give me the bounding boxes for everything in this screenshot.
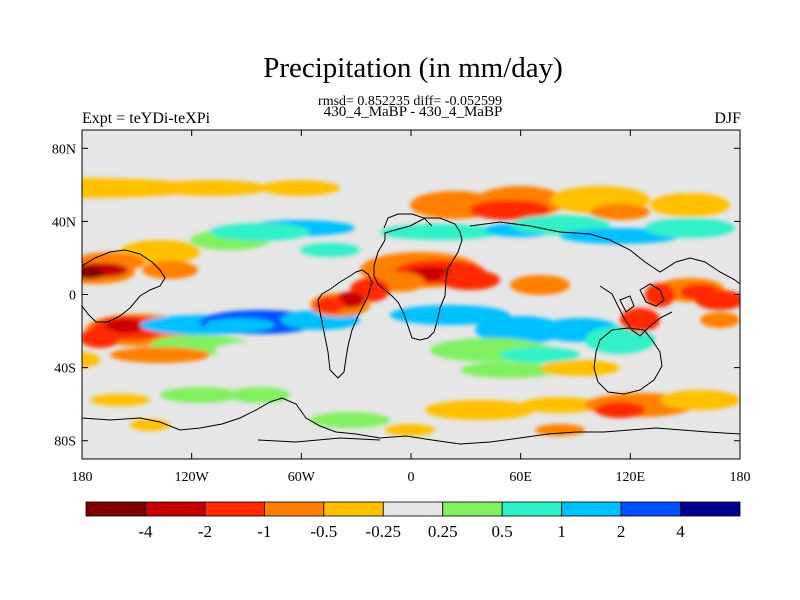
precip-anomaly-patch xyxy=(82,328,120,348)
precip-anomaly-patch xyxy=(210,223,310,241)
y-tick-label: 80N xyxy=(52,142,76,157)
precipitation-field xyxy=(82,178,740,436)
precip-anomaly-patch xyxy=(700,312,740,328)
precip-anomaly-patch xyxy=(315,297,345,313)
precip-anomaly-patch xyxy=(650,193,730,217)
precip-anomaly-patch xyxy=(475,316,565,344)
x-tick-label: 60W xyxy=(288,470,316,485)
coastline-north-america xyxy=(82,249,166,323)
colorbar-label: 2 xyxy=(617,522,626,541)
precip-anomaly-patch xyxy=(82,267,104,279)
y-tick-label: 0 xyxy=(69,289,76,304)
precip-anomaly-patch xyxy=(440,270,500,290)
colorbar-label: -0.5 xyxy=(310,522,337,541)
precip-anomaly-patch xyxy=(425,400,535,420)
coastline-south-america xyxy=(317,269,373,379)
season-label: DJF xyxy=(714,110,741,127)
colorbar-label: -2 xyxy=(198,522,212,541)
y-tick-label: 80S xyxy=(54,435,76,450)
precip-anomaly-patch xyxy=(310,412,390,428)
x-tick-label: 60E xyxy=(509,470,532,485)
colorbar-swatch xyxy=(323,501,384,517)
precip-anomaly-patch xyxy=(260,180,340,196)
precip-anomaly-patch xyxy=(540,360,620,376)
colorbar-label: -1 xyxy=(257,522,271,541)
coastline-asia-south xyxy=(599,285,673,337)
precip-anomaly-patch xyxy=(130,419,170,431)
coastline-islands xyxy=(619,283,665,313)
coastline-australia xyxy=(593,327,663,395)
x-tick-label: 180 xyxy=(72,470,93,485)
precip-anomaly-patch xyxy=(205,318,275,332)
precip-anomaly-patch xyxy=(585,326,655,354)
precip-anomaly-patch xyxy=(645,218,735,238)
precip-anomaly-patch xyxy=(390,305,510,325)
colorbar: -4 -2 -1 -0.5 -0.25 0.25 0.5 1 2 4 xyxy=(85,501,741,541)
precip-anomaly-patch xyxy=(380,224,500,240)
precip-anomaly-patch xyxy=(590,204,650,220)
precip-anomaly-patch xyxy=(385,424,435,436)
x-tick-label: 0 xyxy=(408,470,415,485)
precip-anomaly-patch xyxy=(460,362,560,378)
x-tick-label: 180 xyxy=(730,470,751,485)
colorbar-label: 0.25 xyxy=(428,522,458,541)
x-tick-label: 120W xyxy=(175,470,210,485)
map-area xyxy=(81,129,741,460)
precip-anomaly-patch xyxy=(105,319,145,333)
subtitle: 430_4_MaBP - 430_4_MaBP xyxy=(323,104,503,120)
colorbar-swatch xyxy=(85,501,146,517)
precip-anomaly-patch xyxy=(90,394,150,406)
colorbar-label: -0.25 xyxy=(366,522,401,541)
coastline-antarctica xyxy=(82,397,740,445)
colorbar-swatch xyxy=(382,501,444,517)
precip-anomaly-patch xyxy=(500,347,580,363)
colorbar-swatch xyxy=(442,501,503,517)
experiment-label: Expt = teYDi-teXPi xyxy=(82,110,211,127)
coastline-greenland xyxy=(383,213,433,229)
colorbar-swatch xyxy=(145,501,206,517)
coastline-antarctica-shelf xyxy=(257,437,381,443)
colorbar-swatch xyxy=(204,501,265,517)
colorbar-label: -4 xyxy=(138,522,153,541)
coastlines xyxy=(82,213,740,445)
precip-anomaly-patch xyxy=(230,387,290,403)
colorbar-swatch xyxy=(680,501,741,517)
x-tick-label: 120E xyxy=(616,470,646,485)
y-tick-label: 40N xyxy=(52,215,76,230)
coastline-asia xyxy=(469,221,740,285)
statistics-label: rmsd= 0.852235 diff= -0.052599 xyxy=(318,94,502,109)
precip-anomaly-patch xyxy=(215,342,305,358)
precip-anomaly-patch xyxy=(645,283,675,307)
precip-anomaly-patch xyxy=(695,290,740,310)
precip-anomaly-patch xyxy=(595,402,645,418)
precip-anomaly-patch xyxy=(660,390,740,410)
precip-anomaly-patch xyxy=(82,352,100,368)
precip-anomaly-patch xyxy=(150,180,270,196)
colorbar-swatch xyxy=(501,501,563,517)
precip-anomaly-patch xyxy=(520,397,600,413)
coastline-africa xyxy=(373,217,463,341)
precip-anomaly-patch xyxy=(535,424,585,436)
precip-anomaly-patch xyxy=(160,387,240,403)
colorbar-label: 4 xyxy=(676,522,685,541)
colorbar-label: 0.5 xyxy=(492,522,513,541)
y-tick-label: 40S xyxy=(54,362,76,377)
colorbar-swatch xyxy=(561,501,622,517)
colorbar-label: 1 xyxy=(557,522,566,541)
precip-anomaly-patch xyxy=(470,200,550,220)
colorbar-swatch xyxy=(263,501,325,517)
precip-anomaly-patch xyxy=(510,275,570,295)
precip-anomaly-patch xyxy=(110,347,210,363)
precip-anomaly-patch xyxy=(300,243,360,257)
precip-anomaly-patch xyxy=(142,261,198,279)
page-title: Precipitation (in mm/day) xyxy=(263,52,563,84)
colorbar-swatch xyxy=(620,501,681,517)
axis-ticks: 180 120W 60W 0 60E 120E 180 80N 40N 0 40S 80S xyxy=(52,130,751,485)
